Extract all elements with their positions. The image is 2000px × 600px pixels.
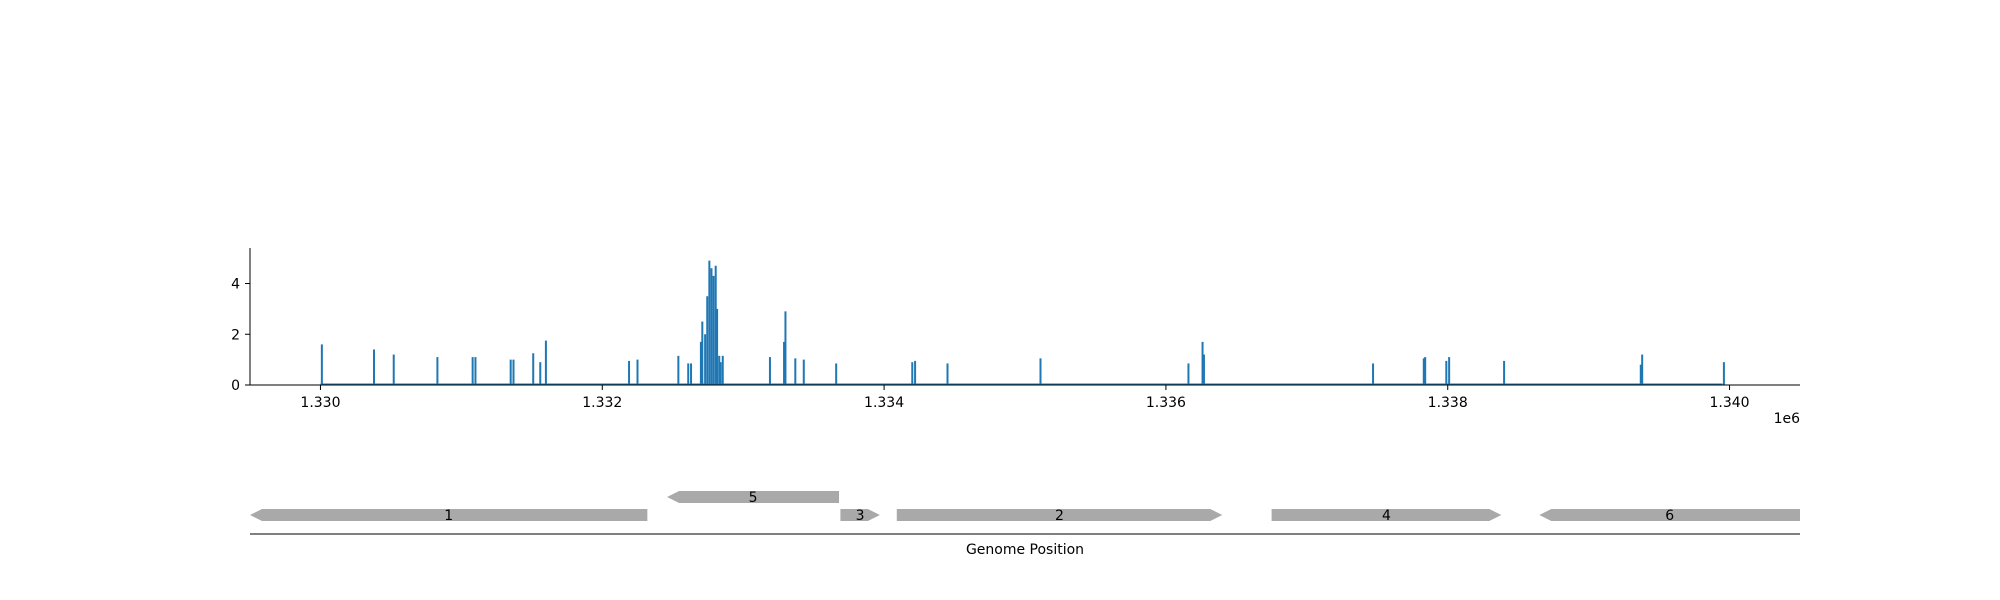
x-tick-label: 1.336 xyxy=(1146,395,1186,411)
y-tick-label: 0 xyxy=(231,378,240,394)
gene-label: 4 xyxy=(1382,508,1391,524)
gene-track-panel: 1 5 3 2 4 6 Genome Position xyxy=(250,490,1800,558)
x-axis-title: Genome Position xyxy=(966,542,1084,558)
x-tick-label: 1.340 xyxy=(1709,395,1749,411)
gene-2 xyxy=(896,509,1223,521)
x-axis-offset-label: 1e6 xyxy=(1774,411,1801,427)
x-tick-label: 1.330 xyxy=(300,395,340,411)
coverage-series xyxy=(320,260,1725,385)
y-tick-label: 4 xyxy=(231,277,240,293)
x-axis-ticks: 1.330 1.332 1.334 1.336 1.338 1.340 xyxy=(300,385,1750,411)
gene-label: 2 xyxy=(1055,508,1064,524)
x-tick-label: 1.332 xyxy=(582,395,622,411)
gene-label: 5 xyxy=(749,490,758,506)
coverage-panel: 1.330 1.332 1.334 1.336 1.338 1.340 0 2 4 1e6 xyxy=(231,248,1800,427)
gene-5 xyxy=(667,491,839,503)
y-axis-ticks: 0 2 4 xyxy=(231,277,250,394)
gene-4 xyxy=(1271,509,1502,521)
gene-3 xyxy=(840,509,880,521)
gene-features: 1 5 3 2 4 6 xyxy=(250,490,1800,524)
x-tick-label: 1.338 xyxy=(1428,395,1468,411)
x-tick-label: 1.334 xyxy=(864,395,904,411)
gene-label: 6 xyxy=(1665,508,1674,524)
gene-label: 3 xyxy=(856,508,865,524)
gene-1 xyxy=(250,509,648,521)
gene-6 xyxy=(1539,509,1800,521)
y-tick-label: 2 xyxy=(231,327,240,343)
gene-label: 1 xyxy=(444,508,453,524)
